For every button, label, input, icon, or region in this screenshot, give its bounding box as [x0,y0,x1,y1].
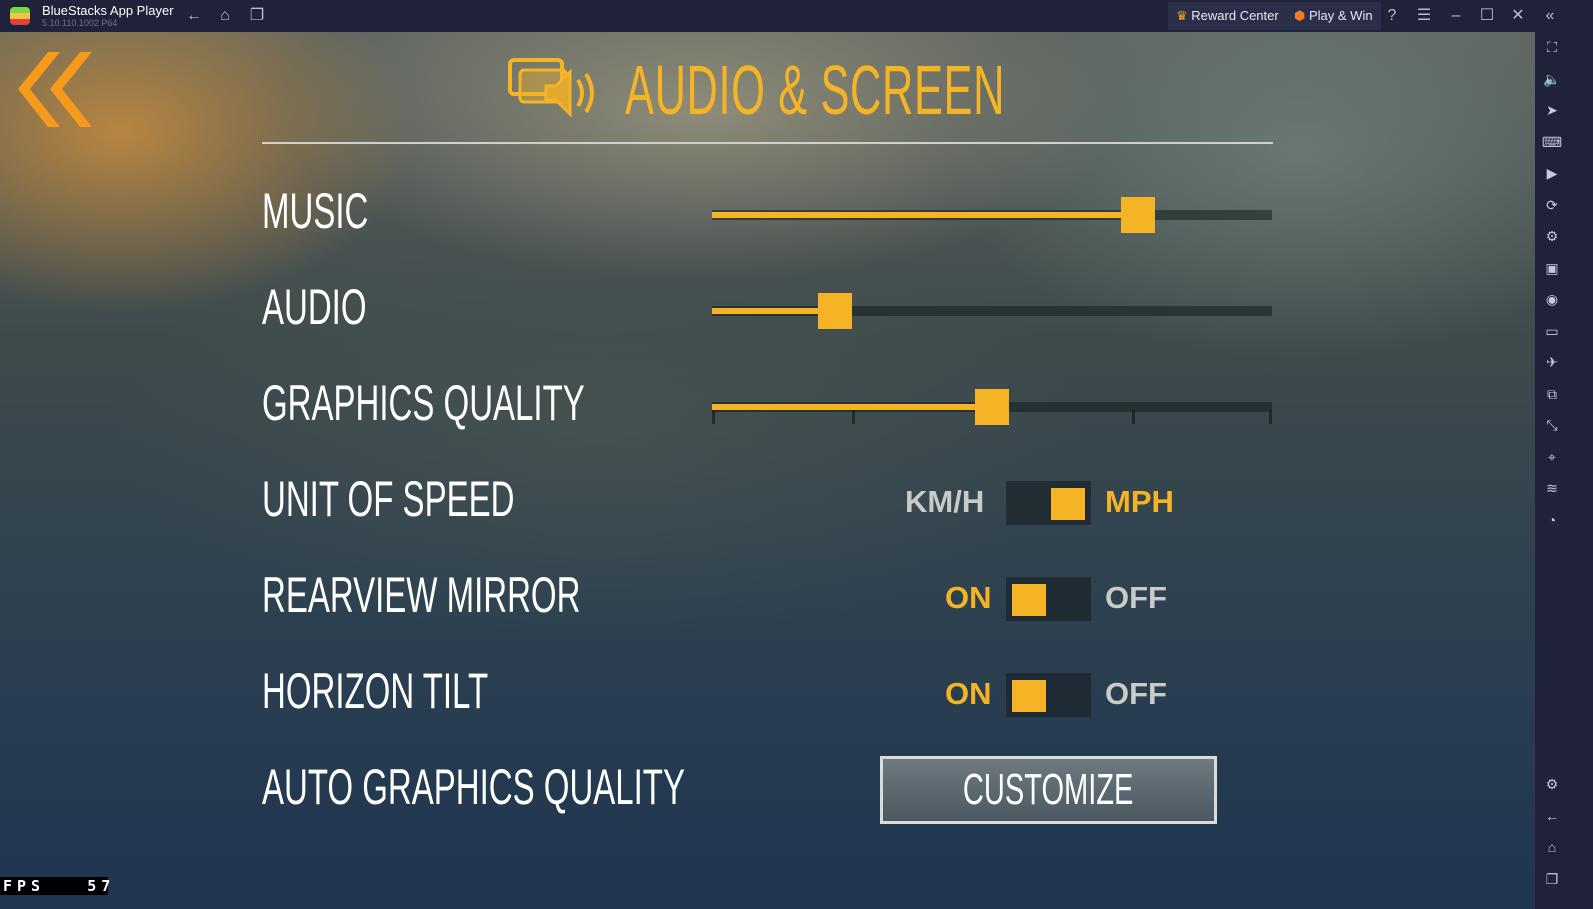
location-icon[interactable]: ⌖ [1548,448,1556,465]
unit-of-speed-label: UNIT OF SPEED [262,471,515,527]
record-icon[interactable]: ▶ [1546,165,1558,181]
close-icon[interactable]: ✕ [1511,7,1525,24]
play-win-label: Play & Win [1308,8,1373,23]
menu-icon[interactable]: ☰ [1416,7,1432,24]
game-screen: AUDIO & SCREEN MUSIC AUDIO GRAPHICS QUAL… [0,32,1535,909]
audio-label: AUDIO [262,279,367,335]
customize-button[interactable]: CUSTOMIZE [880,756,1217,824]
fps-value: 57 [87,877,116,895]
shake-icon[interactable]: ⤡ [1546,417,1558,433]
audio-slider-thumb[interactable] [818,293,853,329]
app-name: BlueStacks App Player [42,3,174,18]
collapse-sidebar-icon[interactable]: « [1545,7,1555,24]
toggle-knob [1051,488,1085,520]
auto-graphics-label: AUTO GRAPHICS QUALITY [262,759,685,815]
keyboard-icon[interactable]: ⌨ [1541,133,1563,150]
settings-icon[interactable]: ⚙ [1545,776,1559,792]
maximize-icon[interactable]: ☐ [1479,7,1495,24]
mph-option[interactable]: MPH [1105,484,1174,519]
play-win-icon: ⬢ [1294,8,1306,23]
recent-apps-icon[interactable]: ❐ [1545,870,1559,887]
title-divider [262,142,1273,144]
graphics-tick [1269,410,1272,424]
back-icon[interactable]: ← [1545,807,1559,824]
music-slider-fill [712,212,1138,218]
graphics-quality-label: GRAPHICS QUALITY [262,375,585,431]
app-version: 5.10.110.1002 P64 [42,18,118,28]
graphics-tick [1132,410,1135,424]
rotate-icon[interactable]: ⟳ [1546,196,1558,213]
folder-icon[interactable]: ▭ [1545,322,1559,339]
play-win-button[interactable]: ⬢ Play & Win [1286,2,1381,30]
home-icon[interactable]: ⌂ [1547,839,1557,855]
layers-icon[interactable]: ≋ [1546,480,1558,496]
mirror-on-option[interactable]: ON [945,580,992,615]
reward-center-button[interactable]: ♛ Reward Center [1168,2,1287,30]
graphics-slider-fill [712,404,992,410]
rearview-mirror-label: REARVIEW MIRROR [262,567,581,623]
airplane-icon[interactable]: ✈ [1546,354,1558,370]
bluestacks-logo [10,7,30,25]
eco-mode-icon[interactable]: ◔ [1547,511,1557,528]
music-slider[interactable] [712,197,1272,233]
unit-of-speed-toggle[interactable] [1006,481,1091,525]
pointer-icon[interactable]: ➤ [1546,102,1558,118]
fps-counter: FPS 57 [0,877,110,895]
graphics-tick [712,410,715,424]
home-icon[interactable]: ⌂ [220,7,230,24]
macro-icon[interactable]: ⚙ [1545,228,1559,244]
back-chevron-icon[interactable] [18,52,98,127]
music-slider-thumb[interactable] [1120,197,1155,233]
graphics-quality-slider[interactable] [712,389,1272,425]
audio-slider[interactable] [712,293,1272,329]
apk-icon[interactable]: ▣ [1545,259,1559,276]
right-sidebar: ⛶ 🔈 ➤ ⌨ ▶ ⟳ ⚙ ▣ ◉ ▭ ✈ ⧉ ⤡ ⌖ ≋ ◔ ⚙ ← ⌂ ❐ [1535,32,1593,909]
multi-window-icon[interactable]: ❐ [249,7,265,24]
tilt-off-option[interactable]: OFF [1105,676,1167,711]
title-bar: BlueStacks App Player 5.10.110.1002 P64 … [0,0,1593,32]
fullscreen-icon[interactable]: ⛶ [1547,39,1557,55]
kmh-option[interactable]: KM/H [905,484,985,519]
graphics-tick [852,410,855,424]
crown-icon: ♛ [1176,8,1188,23]
screenshot-icon[interactable]: ◉ [1545,291,1559,307]
back-arrow-icon[interactable]: ← [186,7,202,24]
tilt-on-option[interactable]: ON [945,676,992,711]
multi-instance-icon[interactable]: ⧉ [1547,385,1557,402]
music-label: MUSIC [262,183,369,239]
audio-slider-fill [712,308,836,314]
page-title: AUDIO & SCREEN [625,51,1006,129]
toggle-knob [1012,680,1046,712]
fps-label: FPS [3,877,46,895]
toggle-knob [1012,584,1046,616]
minimize-icon[interactable]: – [1451,7,1461,24]
rearview-mirror-toggle[interactable] [1006,577,1091,621]
graphics-slider-thumb[interactable] [975,389,1009,425]
audio-screen-icon [508,58,594,118]
mirror-off-option[interactable]: OFF [1105,580,1167,615]
volume-icon[interactable]: 🔈 [1543,70,1561,87]
reward-center-label: Reward Center [1191,8,1279,23]
customize-label: CUSTOMIZE [963,765,1134,814]
horizon-tilt-label: HORIZON TILT [262,663,489,719]
horizon-tilt-toggle[interactable] [1006,673,1091,717]
help-icon[interactable]: ? [1387,7,1397,24]
